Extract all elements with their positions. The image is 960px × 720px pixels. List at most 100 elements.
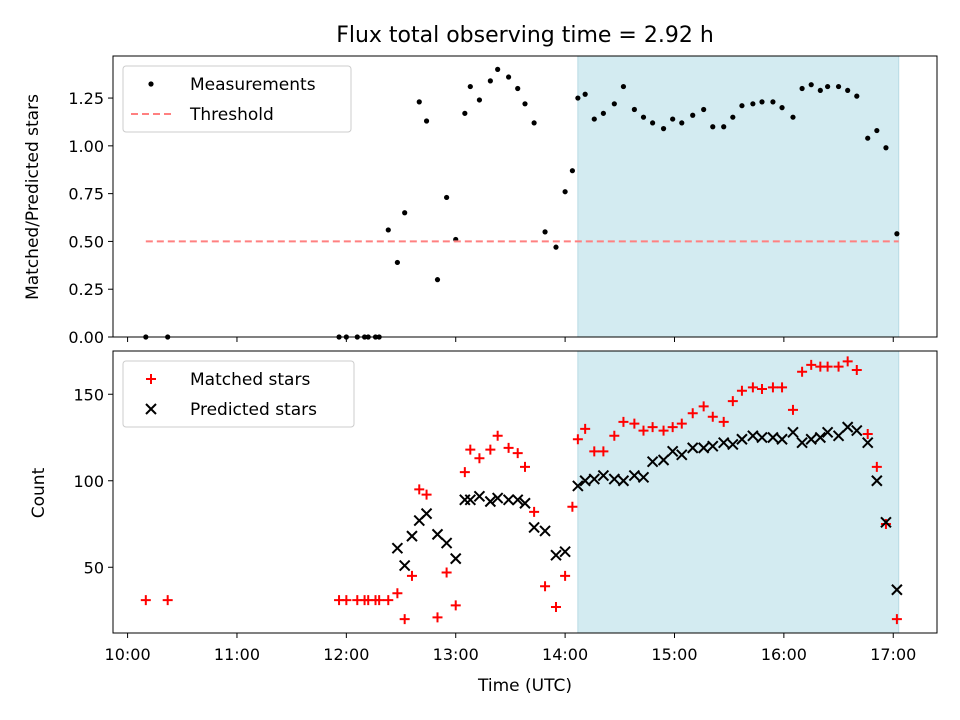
measurements-point [770,99,776,105]
predicted-stars-point [588,473,600,485]
predicted-stars-point [814,431,827,444]
matched-stars-point [629,418,640,429]
matched-stars-point [862,429,873,440]
measurements-point [611,101,617,107]
matched-stars-point [550,602,561,613]
legend-swatch-matched-stars [146,374,156,384]
matched-stars-point [529,506,540,517]
predicted-stars-point [637,471,650,484]
matched-stars-point [432,612,443,623]
matched-stars-point [609,430,620,441]
predicted-stars-point [776,433,788,445]
measurements-point [631,106,637,113]
measurements-point [542,229,548,235]
measurements-point [575,95,581,101]
legend-swatch-predicted-stars [145,403,157,415]
matched-stars-point [833,361,844,372]
predicted-stars-point [572,480,584,492]
x-axis-label: Time (UTC) [477,676,572,696]
matched-stars-point [383,595,394,606]
matched-stars-point [806,359,817,370]
predicted-stars-point [805,433,817,445]
y-tick-label: 1.25 [68,89,104,108]
predicted-stars-point [832,430,845,442]
legend-swatch-measurements [148,81,154,87]
count-marks [140,356,903,625]
measurements-point [650,120,656,126]
measurements-point [522,101,528,107]
matched-stars-point [618,416,629,427]
measurements-point [515,85,521,92]
measurements-point [759,99,765,105]
matched-stars-point [767,382,778,393]
ratio-panel: 0.00 0.25 0.50 0.75 1.00 1.25 Matched/Predict… [23,55,938,347]
figure-title: Flux total observing time = 2.92 h [336,23,714,48]
matched-stars-point [459,467,470,478]
measurements-point [739,103,745,109]
matched-stars-point [572,434,583,445]
bottom-y-ticks: 50 100 150 [73,385,113,577]
bottom-legend: Matched stars Predicted stars [122,360,355,428]
predicted-stars-point [718,436,730,449]
matched-stars-point [140,595,151,606]
predicted-stars-point [528,521,540,534]
measurements-point [423,118,430,124]
measurements-point [476,97,483,103]
matched-stars-point [598,446,609,457]
matched-stars-point [414,484,425,495]
matched-stars-point [880,519,891,530]
predicted-stars-point [796,436,808,449]
measurements-point [817,87,823,94]
matched-stars-point [392,588,403,599]
observing-span-bottom [577,351,899,633]
matched-stars-point [492,430,503,441]
measurements-point [779,105,785,111]
predicted-stars-point [391,542,404,554]
measurements-point [600,110,606,116]
predicted-stars-point [697,442,710,454]
measurements-point [835,83,842,90]
matched-stars-point [503,442,514,453]
predicted-stars-point [491,492,504,504]
predicted-stars-point [871,475,883,487]
matched-stars-point [162,595,173,606]
legend-box [122,360,355,428]
predicted-stars-point [666,445,679,458]
measurements-point [883,145,889,151]
predicted-stars-point [747,430,759,442]
measurements-point [385,227,391,233]
x-tick-label: 13:00 [433,645,479,664]
measurements-point [582,91,588,97]
measurements-point [487,78,493,84]
measurements-point [701,106,707,113]
measurements-point [825,83,831,90]
matched-stars-point [871,461,882,472]
predicted-stars-point [646,456,659,468]
legend-label-threshold: Threshold [189,105,274,125]
predicted-stars-point [579,475,591,487]
matched-stars-point [540,581,551,592]
bottom-y-axis-label: Count [29,467,49,518]
predicted-stars-point [420,507,433,520]
measurements-point [495,66,501,72]
measurements-point [620,83,627,90]
measurements-point [553,244,559,250]
matched-stars-point [589,446,600,457]
measurements-point [730,114,736,120]
measurements-point [808,82,814,88]
predicted-stars-point [519,497,531,509]
measurements-point [467,83,473,90]
measurements-point [710,124,716,130]
matched-stars-point [727,396,738,407]
predicted-stars-point [767,431,779,444]
matched-stars-point [485,444,496,455]
observing-span-top [577,56,899,337]
measurements-point [505,74,512,80]
matched-stars-point [580,423,591,434]
matched-stars-point [441,567,452,578]
predicted-stars-point [608,473,621,485]
matched-stars-point [638,425,649,436]
measurements-point [444,194,450,201]
matched-stars-point [851,365,862,376]
